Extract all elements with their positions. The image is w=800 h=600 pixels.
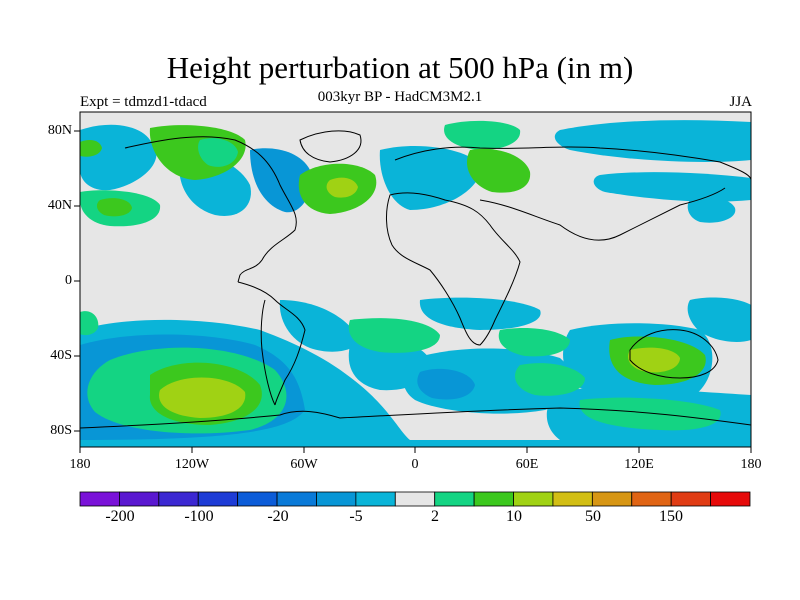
contour-region xyxy=(279,300,360,352)
coastline-eurasia-north xyxy=(394,146,751,181)
colorbar-swatch xyxy=(355,491,396,507)
lon-tick-label: 120W xyxy=(174,457,210,472)
colorbar-label: 10 xyxy=(506,508,522,525)
coastline-africa xyxy=(386,192,521,346)
contour-region xyxy=(326,177,358,198)
coastline-greenland xyxy=(299,130,362,163)
contour-region xyxy=(348,318,440,353)
colorbar xyxy=(79,491,751,507)
lon-tick-label: 60E xyxy=(515,457,539,472)
plot-subtitle: 003kyr BP - HadCM3M2.1 xyxy=(317,89,483,105)
colorbar-swatch xyxy=(237,491,278,507)
contour-region xyxy=(593,172,751,202)
contour-region xyxy=(80,311,99,336)
colorbar-swatch xyxy=(316,491,357,507)
colorbar-swatch xyxy=(197,491,239,507)
contour-region xyxy=(515,363,585,396)
lon-tick-label: 180 xyxy=(69,457,91,472)
coastlines xyxy=(80,130,751,429)
colorbar-swatch xyxy=(591,491,633,507)
lon-tick-label: 120E xyxy=(624,457,654,472)
contour-region xyxy=(379,145,481,210)
colorbar-swatch xyxy=(473,491,514,507)
contour-region xyxy=(80,140,102,157)
axis-ticks xyxy=(74,130,752,453)
lat-tick-label: 80N xyxy=(47,123,72,138)
colorbar-label: -20 xyxy=(267,508,289,525)
contour-region xyxy=(417,368,475,400)
contour-region xyxy=(628,347,680,373)
colorbar-swatch xyxy=(670,491,711,507)
contour-region xyxy=(687,197,736,223)
colorbar-swatch xyxy=(710,491,751,507)
coastline-south-america-west xyxy=(260,299,276,406)
colorbar-swatch xyxy=(119,491,160,507)
coastline-south-america xyxy=(237,281,306,406)
coastline-north-america xyxy=(124,136,297,283)
colorbar-swatch xyxy=(631,491,672,507)
coastline-antarctica xyxy=(80,407,751,429)
colorbar-label: 2 xyxy=(431,508,439,525)
contour-region xyxy=(419,297,541,330)
lat-tick-label: 40N xyxy=(47,198,72,213)
lat-tick-label: 40S xyxy=(50,348,72,363)
colorbar-swatch xyxy=(158,491,199,507)
contour-region xyxy=(198,138,238,167)
colorbar-label: 50 xyxy=(585,508,601,525)
contour-region xyxy=(554,120,751,162)
contour-region xyxy=(579,397,721,431)
experiment-label: Expt = tdmzd1-tdacd xyxy=(80,94,207,110)
contour-fields xyxy=(80,120,751,447)
contour-region xyxy=(96,198,132,217)
colorbar-label: -100 xyxy=(184,508,214,525)
lon-tick-label: 0 xyxy=(411,457,419,472)
colorbar-swatch xyxy=(434,491,475,507)
lon-tick-label: 60W xyxy=(290,457,318,472)
colorbar-swatch xyxy=(79,491,120,507)
contour-region xyxy=(498,328,570,357)
colorbar-label: -5 xyxy=(349,508,363,525)
coastline-australia xyxy=(629,329,719,379)
contour-region xyxy=(250,148,311,213)
contour-region xyxy=(159,377,246,418)
lat-tick-label: 80S xyxy=(50,423,72,438)
contour-region xyxy=(80,440,751,447)
contour-region xyxy=(80,124,157,191)
contour-region xyxy=(687,297,751,342)
colorbar-swatch xyxy=(276,491,317,507)
colorbar-swatch xyxy=(394,491,436,507)
colorbar-swatch xyxy=(552,491,593,507)
contour-region xyxy=(444,120,521,150)
lon-tick-label: 180 xyxy=(740,457,762,472)
contour-region xyxy=(466,148,531,193)
colorbar-label: -200 xyxy=(105,508,135,525)
colorbar-label: 150 xyxy=(659,508,683,525)
season-label: JJA xyxy=(729,94,752,110)
coastline-eurasia-south xyxy=(479,187,726,241)
map-plot-area xyxy=(74,111,752,453)
lat-tick-label: 0 xyxy=(65,273,72,288)
plot-title: Height perturbation at 500 hPa (in m) xyxy=(166,50,634,85)
colorbar-swatch xyxy=(513,491,554,507)
